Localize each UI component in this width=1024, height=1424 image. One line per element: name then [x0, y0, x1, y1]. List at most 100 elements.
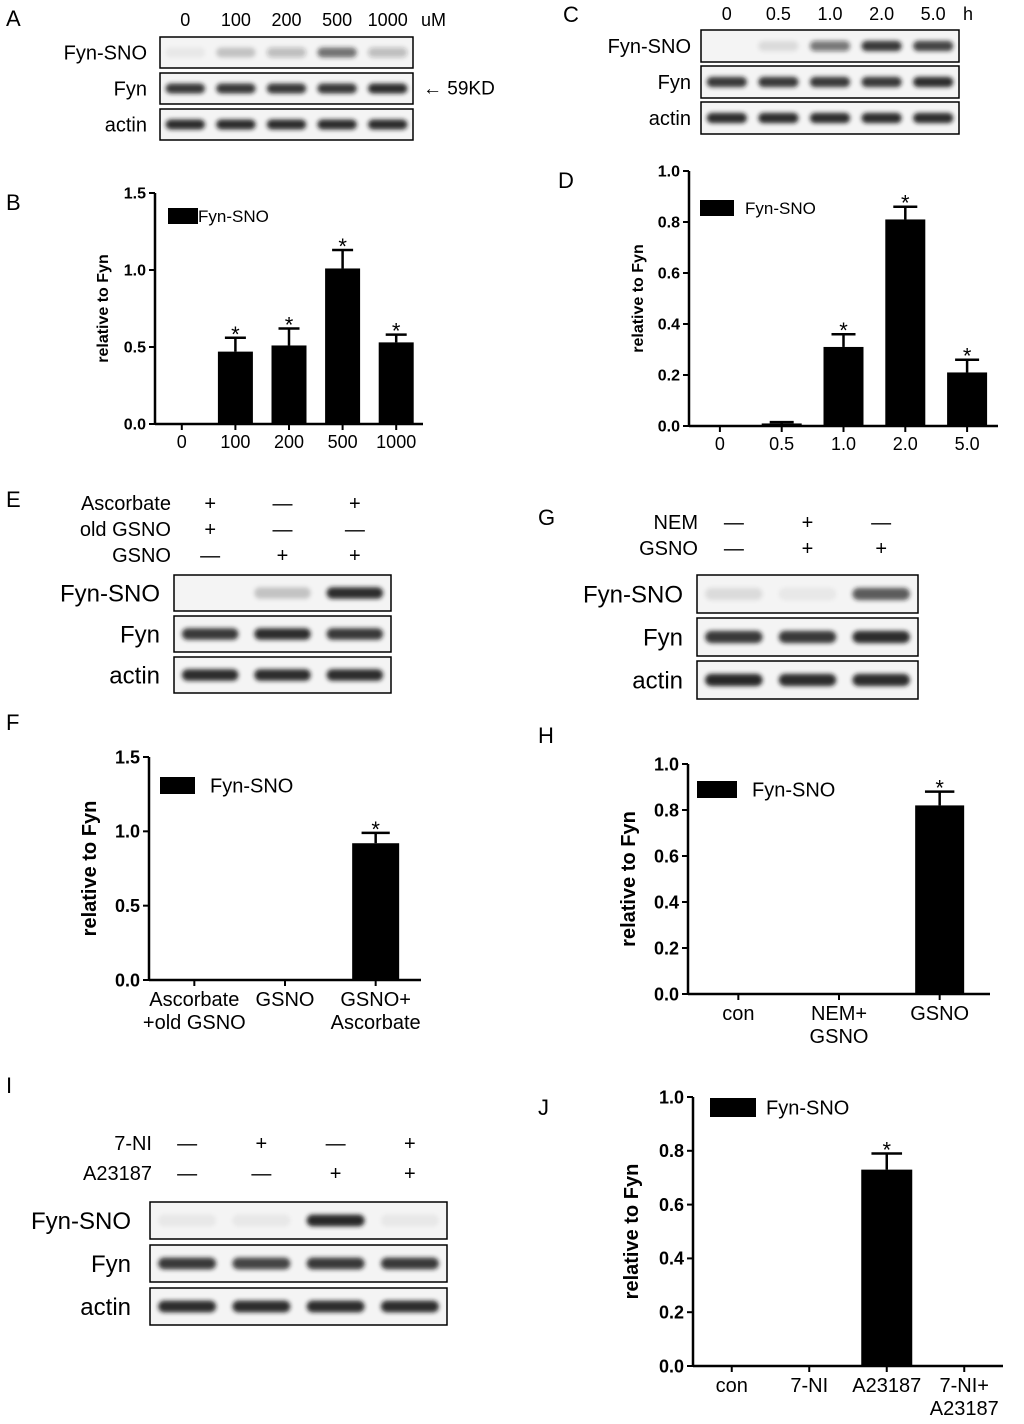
panel-letter-D: D: [558, 168, 574, 193]
plus-sign: +: [802, 512, 814, 534]
minus-sign: —: [273, 493, 293, 515]
lane-label-C: 0: [722, 4, 732, 24]
blot-band: [181, 628, 239, 640]
blot-band: [216, 119, 256, 130]
significance-star: *: [935, 776, 944, 801]
blot-band: [852, 673, 910, 687]
blot-row-label: Fyn: [658, 72, 691, 94]
blot-band: [306, 1257, 365, 1270]
blot-band: [216, 83, 256, 94]
minus-sign: —: [724, 538, 744, 560]
y-tick-label: 0.4: [659, 1249, 684, 1269]
treatment-label: 7-NI: [114, 1133, 152, 1155]
blot-row-label: actin: [80, 1294, 131, 1321]
legend-swatch: [168, 208, 198, 224]
blot-row-label: actin: [109, 662, 160, 689]
blot-row-label: Fyn: [91, 1251, 131, 1278]
blot-band: [254, 669, 311, 681]
y-tick-label: 1.0: [654, 754, 679, 774]
blot-band: [317, 47, 357, 58]
blot-band: [266, 47, 307, 58]
blot-band: [326, 628, 384, 640]
blot-band: [317, 119, 357, 130]
y-tick-label: 1.0: [124, 263, 146, 280]
y-tick-label: 0.6: [658, 266, 680, 283]
blot-row-label: Fyn-SNO: [64, 43, 147, 65]
lane-label-C: 1.0: [817, 4, 842, 24]
y-tick-label: 0.4: [654, 892, 679, 912]
blot-band: [158, 1257, 217, 1270]
category-label: 7-NI+: [940, 1375, 989, 1397]
blot-band: [778, 587, 837, 601]
blot-band: [705, 587, 763, 601]
bar-chart-B: B 0.0 0.5 1.0 1.5 relative to Fyn 0 100 * 200 * 500…: [6, 186, 423, 452]
blot-band: [913, 40, 954, 52]
panel-letter-H: H: [538, 723, 554, 748]
panel-letter-A: A: [6, 6, 21, 31]
blot-band: [232, 1214, 291, 1227]
blot-row-label: Fyn-SNO: [608, 36, 691, 58]
blot-band: [809, 76, 851, 88]
bar: [861, 1169, 913, 1366]
blot-band: [706, 112, 747, 124]
y-axis-label: relative to Fyn: [618, 811, 640, 947]
lane-label-A: 200: [271, 10, 301, 30]
treatment-label: Ascorbate: [81, 493, 171, 515]
category-label: NEM+: [811, 1003, 867, 1025]
significance-star: *: [338, 234, 347, 259]
blot-band: [852, 630, 910, 644]
minus-sign: —: [345, 519, 365, 541]
legend-label: Fyn-SNO: [752, 780, 835, 802]
significance-star: *: [963, 344, 972, 369]
blot-band: [181, 669, 239, 681]
lane-label-A: 500: [322, 10, 352, 30]
blot-band: [254, 587, 311, 599]
minus-sign: —: [200, 545, 220, 567]
lane-label-A: 1000: [368, 10, 408, 30]
significance-star: *: [882, 1137, 891, 1162]
lane-label-C: 0.5: [766, 4, 791, 24]
category-label: 1000: [376, 432, 416, 452]
category-label: 1.0: [831, 434, 856, 454]
blot-band: [158, 1300, 217, 1313]
y-tick-label: 0.0: [658, 419, 680, 436]
legend-label: Fyn-SNO: [745, 199, 816, 218]
plus-sign: +: [802, 538, 814, 560]
bar-chart-J: J 0.0 0.2 0.4 0.6 0.8 1.0 relative to Fyn con 7-N…: [538, 1087, 1003, 1420]
legend-swatch: [710, 1098, 756, 1117]
panel-letter-J: J: [538, 1095, 549, 1120]
plus-sign: +: [404, 1163, 416, 1185]
blot-row-label: Fyn-SNO: [31, 1208, 131, 1235]
category-label: Ascorbate: [149, 989, 239, 1011]
blot-band: [861, 112, 902, 124]
blot-band: [380, 1300, 439, 1313]
panel-letter-I: I: [6, 1073, 12, 1098]
blot-row-label: actin: [649, 108, 691, 130]
bar-chart-H: H 0.0 0.2 0.4 0.6 0.8 1.0 relative to Fyn con NEM…: [538, 723, 990, 1048]
y-tick-label: 0.5: [124, 340, 146, 357]
legend-swatch: [160, 777, 195, 794]
minus-sign: —: [251, 1163, 271, 1185]
category-label: Ascorbate: [331, 1012, 421, 1034]
plus-sign: +: [204, 519, 216, 541]
blot-band: [306, 1214, 365, 1227]
unit-label-A: uM: [421, 10, 446, 30]
category-label: 2.0: [893, 434, 918, 454]
blot-band: [326, 669, 384, 681]
category-label: 200: [274, 432, 304, 452]
y-tick-label: 0.0: [654, 984, 679, 1004]
significance-star: *: [371, 817, 380, 842]
blot-band: [380, 1257, 439, 1270]
category-label: 0.5: [769, 434, 794, 454]
lane-label-A: 0: [180, 10, 190, 30]
blot-band: [913, 76, 954, 88]
y-tick-label: 0.8: [658, 215, 680, 232]
blot-band: [758, 112, 799, 124]
category-label: GSNO: [256, 989, 315, 1011]
plus-sign: +: [349, 493, 361, 515]
minus-sign: —: [724, 512, 744, 534]
category-label: GSNO: [810, 1026, 869, 1048]
y-tick-label: 0.8: [654, 800, 679, 820]
bar: [217, 351, 253, 424]
blot-band: [778, 630, 837, 644]
